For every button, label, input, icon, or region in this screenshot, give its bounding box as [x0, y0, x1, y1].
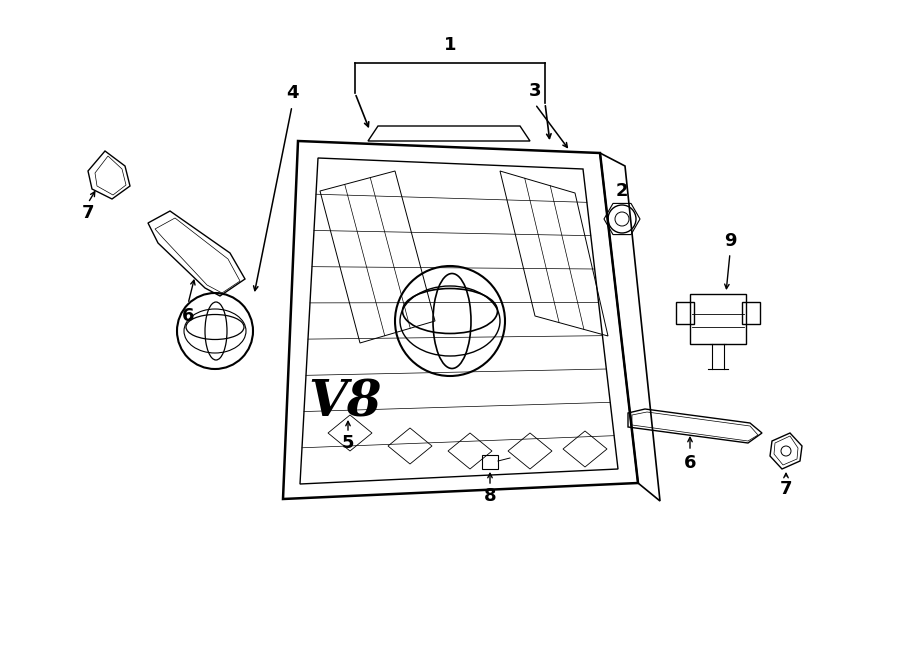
Text: 4: 4 — [286, 84, 298, 102]
Text: 3: 3 — [529, 82, 541, 100]
Text: 6: 6 — [182, 307, 194, 325]
Text: 5: 5 — [342, 434, 355, 452]
Text: 2: 2 — [616, 182, 628, 200]
Text: V8: V8 — [308, 379, 382, 428]
Text: 7: 7 — [779, 480, 792, 498]
Text: 1: 1 — [444, 36, 456, 54]
Text: 9: 9 — [724, 232, 736, 250]
Text: 8: 8 — [483, 487, 496, 505]
Text: 7: 7 — [82, 204, 94, 222]
Text: 6: 6 — [684, 454, 697, 472]
